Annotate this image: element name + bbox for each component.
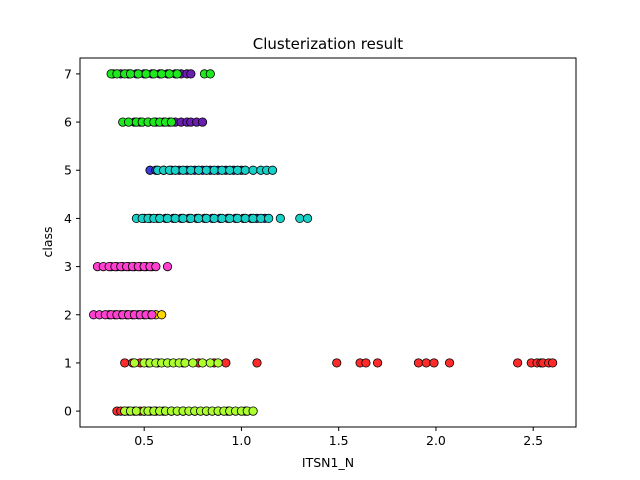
data-point: [120, 358, 130, 368]
data-point: [162, 213, 173, 224]
y-tick-label: 0: [64, 404, 72, 419]
data-point: [240, 165, 250, 175]
data-point: [188, 358, 198, 368]
data-point: [264, 213, 274, 224]
data-point: [209, 165, 219, 175]
y-tick-label: 2: [64, 307, 72, 322]
x-tick-label: 1.5: [329, 433, 349, 448]
x-tick-label: 0.5: [134, 433, 154, 448]
data-point: [166, 117, 177, 127]
data-point: [232, 213, 243, 224]
y-axis: 0 1 2 3 4 5 6 7: [64, 66, 80, 419]
data-point: [131, 406, 142, 416]
data-point: [205, 69, 215, 79]
data-point: [421, 358, 431, 368]
x-tick-label: 2.0: [426, 433, 446, 448]
data-point: [186, 213, 196, 224]
data-point: [147, 310, 157, 320]
data-point: [162, 261, 173, 272]
data-point: [332, 358, 342, 368]
data-point: [180, 358, 190, 368]
points-layer: [89, 69, 558, 416]
x-axis: 0.5 1.0 1.5 2.0 2.5: [134, 427, 543, 448]
data-point: [178, 165, 188, 175]
data-point: [186, 69, 196, 79]
data-point: [149, 69, 159, 79]
y-tick-label: 6: [64, 115, 72, 130]
data-point: [248, 406, 258, 416]
y-tick-label: 3: [64, 259, 72, 274]
data-point: [444, 358, 455, 368]
data-point: [372, 358, 383, 368]
data-point: [221, 358, 231, 368]
data-point: [232, 165, 243, 175]
data-point: [112, 69, 122, 79]
data-point: [170, 165, 180, 175]
chart-title: Clusterization result: [253, 35, 404, 53]
x-axis-label: ITSN1_N: [302, 455, 354, 470]
data-point: [302, 213, 313, 224]
y-tick-label: 5: [64, 163, 72, 178]
data-point: [141, 69, 151, 79]
data-point: [124, 117, 134, 127]
data-point: [361, 358, 371, 368]
data-point: [275, 213, 285, 224]
data-point: [178, 213, 188, 224]
x-tick-label: 2.5: [523, 433, 543, 448]
data-point: [170, 213, 180, 224]
data-point: [194, 165, 204, 175]
data-point: [186, 165, 196, 175]
data-point: [267, 165, 278, 175]
data-point: [157, 69, 167, 79]
data-point: [213, 358, 223, 368]
plot-area-frame: [79, 57, 577, 428]
data-point: [240, 213, 250, 224]
data-point: [248, 165, 258, 175]
data-point: [197, 117, 208, 127]
data-point: [197, 358, 208, 368]
data-point: [155, 213, 165, 224]
data-point: [217, 165, 227, 175]
data-point: [172, 69, 182, 79]
data-point: [129, 358, 140, 368]
data-point: [252, 358, 262, 368]
data-point: [217, 213, 227, 224]
y-tick-label: 7: [64, 66, 72, 81]
data-point: [201, 213, 212, 224]
data-point: [248, 213, 258, 224]
data-point: [201, 165, 212, 175]
data-point: [225, 165, 235, 175]
data-point: [194, 213, 204, 224]
data-point: [157, 310, 167, 320]
data-point: [209, 213, 219, 224]
data-point: [413, 358, 424, 368]
data-point: [133, 69, 143, 79]
y-tick-label: 1: [64, 355, 72, 370]
data-point: [513, 358, 523, 368]
y-tick-label: 4: [64, 211, 72, 226]
data-point: [256, 213, 266, 224]
data-point: [164, 69, 175, 79]
x-tick-label: 1.0: [231, 433, 251, 448]
data-point: [205, 358, 215, 368]
data-point: [125, 69, 136, 79]
data-point: [295, 213, 305, 224]
data-point: [151, 261, 161, 272]
data-point: [548, 358, 558, 368]
y-axis-label: class: [40, 226, 55, 257]
data-point: [429, 358, 439, 368]
data-point: [225, 213, 235, 224]
